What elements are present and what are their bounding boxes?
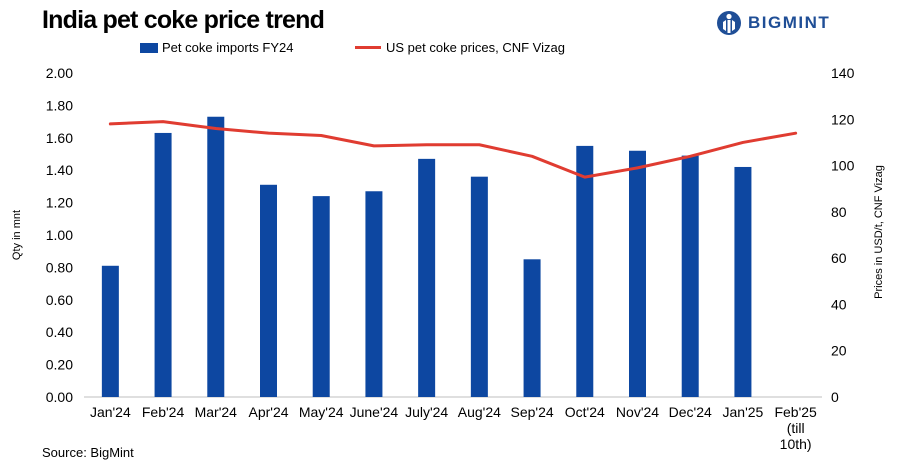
legend-swatch-prices xyxy=(355,46,381,49)
bar-imports xyxy=(470,176,488,397)
legend-label-prices: US pet coke prices, CNF Vizag xyxy=(386,40,565,55)
y-right-tick-label: 0 xyxy=(831,389,839,405)
legend-swatch-imports xyxy=(140,42,158,53)
brand-logo: BIGMINT xyxy=(716,10,830,36)
line-us-prices xyxy=(108,120,798,179)
x-tick-label: Feb'24 xyxy=(142,404,185,420)
y-left-tick-label: 0.80 xyxy=(46,259,73,275)
bar-imports xyxy=(101,265,119,397)
bar-imports xyxy=(681,155,699,397)
logo-text: BIGMINT xyxy=(748,13,831,32)
y-right-tick-label: 40 xyxy=(831,296,847,312)
y-right-tick-label: 80 xyxy=(831,204,847,220)
y-right-tick-label: 140 xyxy=(831,65,855,81)
bar-imports xyxy=(260,184,277,397)
y-right-tick-label: 20 xyxy=(831,343,847,359)
bar-imports xyxy=(312,196,330,397)
x-tick-label: Apr'24 xyxy=(248,404,288,420)
bar-imports xyxy=(576,145,594,397)
y-left-tick-label: 1.00 xyxy=(46,227,73,243)
y-left-tick-label: 0.00 xyxy=(46,389,73,405)
bar-imports xyxy=(207,116,225,398)
x-tick-label: Sep'24 xyxy=(510,404,553,420)
y-right-tick-label: 100 xyxy=(831,158,855,174)
legend-item-prices: US pet coke prices, CNF Vizag xyxy=(355,40,565,55)
bar-imports xyxy=(734,166,752,397)
y-left-tick-label: 1.80 xyxy=(46,97,73,113)
y-left-tick-label: 1.60 xyxy=(46,130,73,146)
x-tick-label: June'24 xyxy=(350,404,399,420)
x-tick-label: May'24 xyxy=(299,404,344,420)
x-tick-label: Oct'24 xyxy=(565,404,605,420)
bar-imports xyxy=(523,259,541,397)
bar-imports xyxy=(418,158,436,397)
x-tick-label: Nov'24 xyxy=(616,404,659,420)
bigmint-logo-icon xyxy=(717,11,741,35)
y-left-tick-label: 1.40 xyxy=(46,162,73,178)
y-left-tick-label: 0.60 xyxy=(46,292,73,308)
source-note: Source: BigMint xyxy=(42,445,134,460)
y-left-axis-title: Qty in mnt xyxy=(11,210,23,260)
x-tick-label: July'24 xyxy=(405,404,448,420)
legend-label-imports: Pet coke imports FY24 xyxy=(162,40,294,55)
y-left-tick-label: 0.40 xyxy=(46,324,73,340)
x-tick-label: Dec'24 xyxy=(669,404,712,420)
y-right-tick-label: 120 xyxy=(831,111,855,127)
y-left-tick-label: 2.00 xyxy=(46,65,73,81)
x-tick-label: Feb'25 (till 10th) xyxy=(774,404,817,452)
legend-item-imports: Pet coke imports FY24 xyxy=(140,40,294,55)
y-left-tick-label: 0.20 xyxy=(46,357,73,373)
y-left-tick-label: 1.20 xyxy=(46,195,73,211)
x-tick-label: Jan'24 xyxy=(90,404,131,420)
bar-imports xyxy=(154,132,172,397)
y-right-axis-title: Prices in USD/t, CNF Vizag xyxy=(873,165,885,299)
x-tick-label: Mar'24 xyxy=(195,404,238,420)
bar-imports xyxy=(365,191,383,397)
bar-imports xyxy=(629,150,646,397)
y-right-tick-label: 60 xyxy=(831,250,847,266)
legend: Pet coke imports FY24 US pet coke prices… xyxy=(0,40,897,60)
x-tick-label: Jan'25 xyxy=(723,404,764,420)
chart-title: India pet coke price trend xyxy=(42,6,325,34)
x-tick-label: Aug'24 xyxy=(458,404,501,420)
